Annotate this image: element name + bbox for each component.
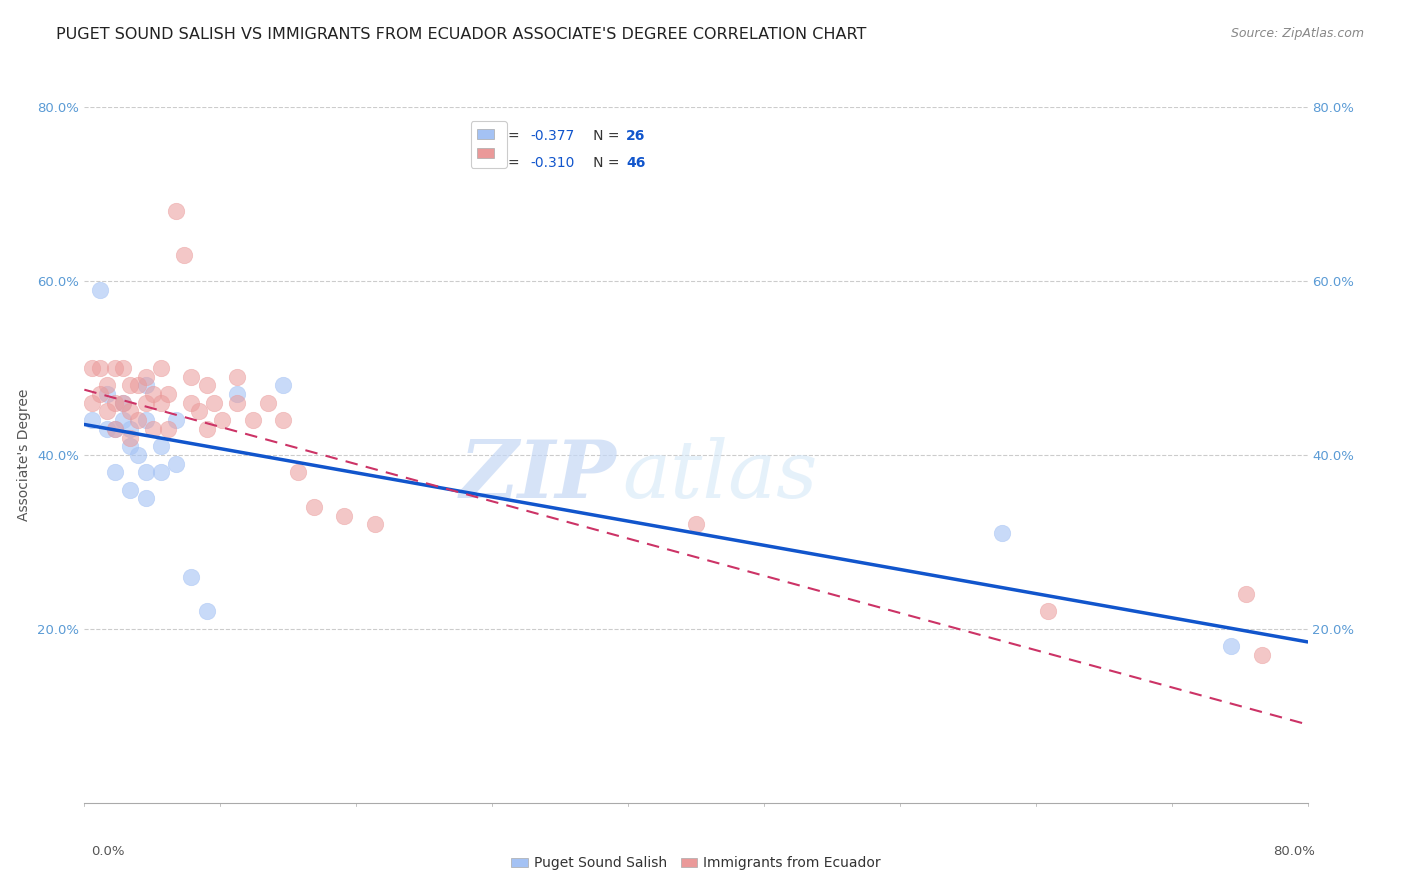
Point	[135, 378, 157, 392]
Point	[302, 500, 325, 514]
Point	[180, 570, 202, 584]
Point	[173, 248, 195, 262]
Point	[89, 360, 111, 375]
Point	[211, 413, 233, 427]
Point	[157, 387, 180, 401]
Point	[120, 431, 142, 445]
Point	[127, 448, 149, 462]
Point	[195, 378, 218, 392]
Text: PUGET SOUND SALISH VS IMMIGRANTS FROM ECUADOR ASSOCIATE'S DEGREE CORRELATION CHA: PUGET SOUND SALISH VS IMMIGRANTS FROM EC…	[56, 27, 866, 42]
Point	[142, 387, 165, 401]
Point	[135, 466, 157, 480]
Point	[1250, 648, 1272, 662]
Point	[127, 378, 149, 392]
Point	[1036, 605, 1059, 619]
Point	[149, 396, 172, 410]
Point	[104, 422, 127, 436]
Point	[165, 457, 187, 471]
Point	[149, 466, 172, 480]
Point	[80, 413, 103, 427]
Point	[271, 413, 294, 427]
Point	[111, 396, 134, 410]
Point	[202, 396, 225, 410]
Point	[80, 360, 103, 375]
Point	[111, 396, 134, 410]
Point	[333, 508, 356, 523]
Y-axis label: Associate's Degree: Associate's Degree	[17, 389, 31, 521]
Point	[127, 413, 149, 427]
Point	[991, 526, 1014, 541]
Point	[180, 369, 202, 384]
Point	[120, 404, 142, 418]
Point	[165, 413, 187, 427]
Point	[180, 396, 202, 410]
Point	[142, 422, 165, 436]
Point	[80, 396, 103, 410]
Point	[242, 413, 264, 427]
Text: N =: N =	[579, 129, 624, 144]
Point	[135, 413, 157, 427]
Point	[226, 396, 249, 410]
Point	[120, 422, 142, 436]
Point	[120, 378, 142, 392]
Point	[195, 422, 218, 436]
Point	[157, 422, 180, 436]
Point	[89, 387, 111, 401]
Point	[1220, 639, 1243, 653]
Point	[120, 439, 142, 453]
Point	[104, 396, 127, 410]
Point	[89, 283, 111, 297]
Point	[271, 378, 294, 392]
Text: ZIP: ZIP	[460, 437, 616, 515]
Text: -0.310: -0.310	[531, 156, 575, 169]
Text: atlas: atlas	[623, 437, 818, 515]
Text: 0.0%: 0.0%	[91, 846, 125, 858]
Point	[287, 466, 309, 480]
Text: 26: 26	[626, 129, 645, 144]
Point	[149, 439, 172, 453]
Point	[364, 517, 387, 532]
Text: -0.377: -0.377	[531, 129, 575, 144]
Legend: Puget Sound Salish, Immigrants from Ecuador: Puget Sound Salish, Immigrants from Ecua…	[506, 851, 886, 876]
Point	[226, 387, 249, 401]
Point	[104, 422, 127, 436]
Text: R =: R =	[494, 129, 524, 144]
Point	[188, 404, 211, 418]
Point	[111, 413, 134, 427]
Point	[257, 396, 280, 410]
Point	[96, 422, 118, 436]
Point	[135, 396, 157, 410]
Text: R =: R =	[494, 156, 524, 169]
Text: N =: N =	[579, 156, 624, 169]
Point	[120, 483, 142, 497]
Point	[135, 491, 157, 506]
Text: 80.0%: 80.0%	[1272, 846, 1315, 858]
Point	[165, 204, 187, 219]
Point	[195, 605, 218, 619]
Text: 46: 46	[626, 156, 645, 169]
Point	[96, 404, 118, 418]
Point	[135, 369, 157, 384]
Point	[96, 378, 118, 392]
Point	[104, 466, 127, 480]
Point	[226, 369, 249, 384]
Point	[149, 360, 172, 375]
Point	[685, 517, 707, 532]
Point	[1236, 587, 1258, 601]
Point	[104, 360, 127, 375]
Point	[96, 387, 118, 401]
Text: Source: ZipAtlas.com: Source: ZipAtlas.com	[1230, 27, 1364, 40]
Point	[111, 360, 134, 375]
